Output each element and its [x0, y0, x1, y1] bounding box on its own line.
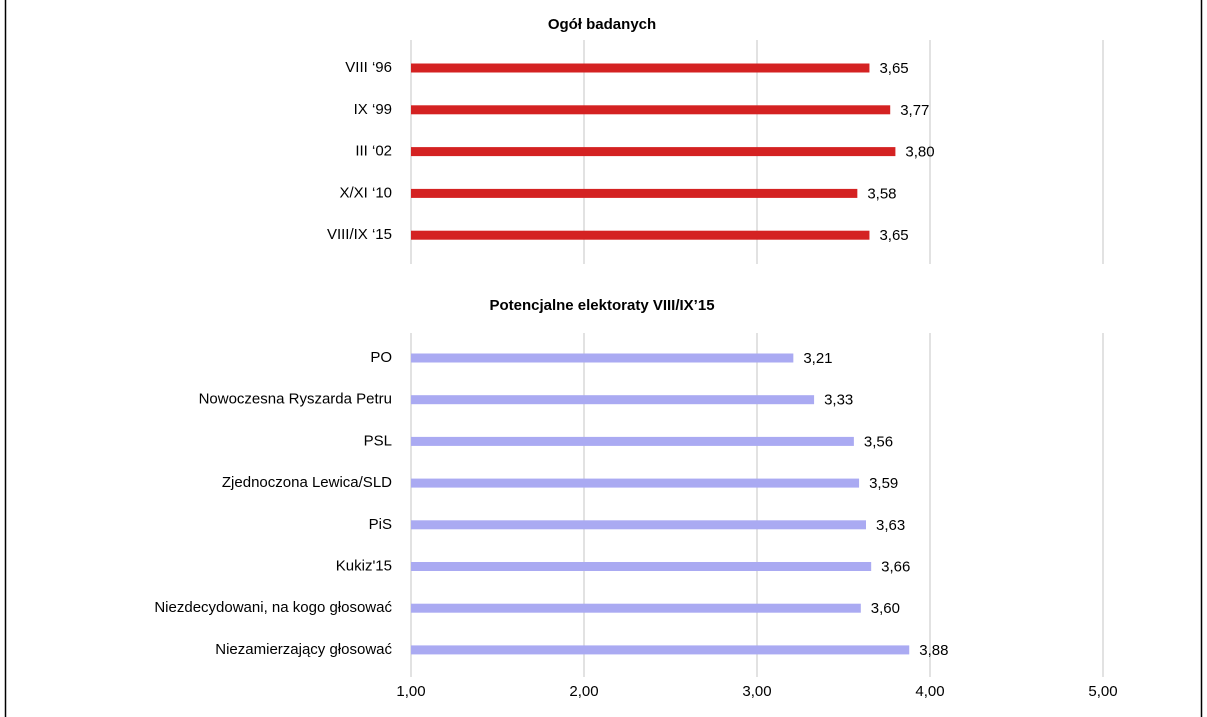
- category-label: PO: [370, 349, 392, 366]
- value-label: 3,65: [879, 60, 908, 77]
- bar: [411, 63, 870, 73]
- category-label: Kukiz'15: [336, 557, 392, 574]
- value-label: 3,21: [803, 350, 832, 367]
- bar: [411, 562, 872, 571]
- bar: [411, 520, 866, 530]
- category-label: Zjednoczona Lewica/SLD: [222, 474, 392, 491]
- bar: [411, 395, 815, 405]
- value-label: 3,33: [824, 392, 853, 409]
- category-label: Niezamierzający głosować: [215, 641, 392, 658]
- bar: [411, 230, 870, 240]
- bar: [411, 603, 861, 613]
- value-label: 3,63: [876, 517, 905, 534]
- value-label: 3,88: [919, 642, 948, 659]
- bar: [411, 188, 858, 198]
- value-label: 3,66: [881, 558, 910, 575]
- x-tick-label: 3,00: [742, 683, 771, 700]
- value-label: 3,59: [869, 475, 898, 492]
- x-tick-label: 1,00: [396, 683, 425, 700]
- x-tick-label: 4,00: [915, 683, 944, 700]
- value-label: 3,80: [905, 144, 934, 161]
- category-label: PSL: [364, 432, 392, 449]
- panel-title: Potencjalne elektoraty VIII/IX’15: [489, 297, 714, 314]
- category-label: PiS: [369, 516, 392, 533]
- category-label: III ‘02: [355, 143, 392, 160]
- panel-title: Ogół badanych: [548, 16, 656, 33]
- bar: [411, 147, 896, 157]
- bar: [411, 478, 860, 488]
- category-label: VIII/IX ‘15: [327, 226, 392, 243]
- bar: [411, 645, 910, 655]
- value-label: 3,60: [871, 600, 900, 617]
- x-tick-label: 5,00: [1088, 683, 1117, 700]
- bar: [411, 436, 854, 446]
- category-label: IX ‘99: [354, 101, 392, 118]
- category-label: Nowoczesna Ryszarda Petru: [199, 391, 392, 408]
- x-tick-label: 2,00: [569, 683, 598, 700]
- category-label: Niezdecydowani, na kogo głosować: [154, 599, 392, 616]
- value-label: 3,65: [879, 227, 908, 244]
- value-label: 3,77: [900, 102, 929, 119]
- bar: [411, 105, 891, 115]
- category-label: X/XI ‘10: [339, 184, 392, 201]
- category-label: VIII ‘96: [345, 59, 392, 76]
- bar: [411, 353, 794, 363]
- value-label: 3,58: [867, 185, 896, 202]
- value-label: 3,56: [864, 433, 893, 450]
